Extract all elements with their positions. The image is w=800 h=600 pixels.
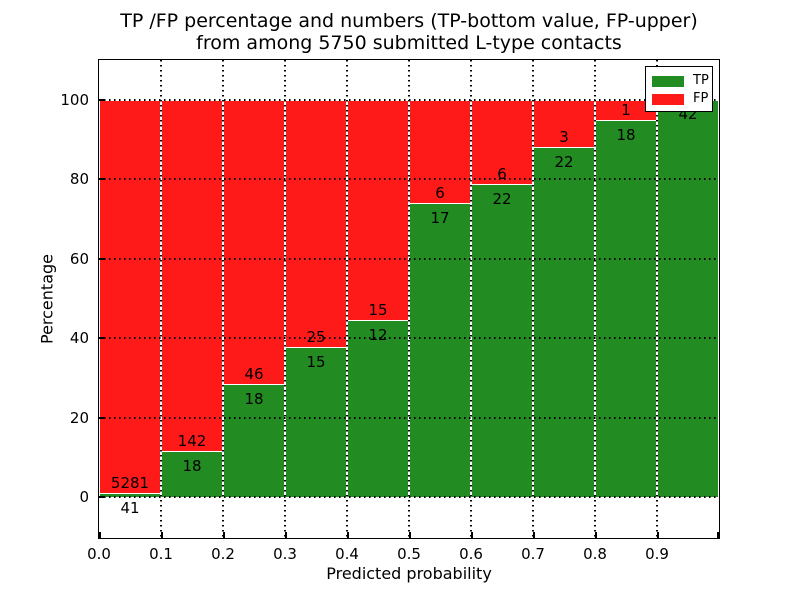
chart-title: TP /FP percentage and numbers (TP-bottom… (99, 10, 719, 54)
x-tick-label-0.2: 0.2 (211, 545, 235, 563)
x-tick-label-0.7: 0.7 (521, 545, 545, 563)
bar-segment-tp-0.4-0.5 (347, 320, 409, 497)
tp-legend-swatch (652, 75, 684, 87)
fp-count-label-0.4-0.5: 15 (368, 300, 388, 319)
tp-count-label-0.8-0.9: 18 (616, 125, 636, 144)
bar-segment-tp-0.0-0.1 (99, 493, 161, 497)
y-tickmark-60 (99, 257, 105, 260)
tp-count-label-0.4-0.5: 12 (368, 325, 388, 344)
bar-segment-fp-0.3-0.4 (285, 100, 347, 349)
fp-legend-swatch (652, 93, 684, 105)
tp-legend-label: TP (693, 73, 709, 88)
x-tickmark-2 (223, 532, 225, 538)
x-tickmark-1 (161, 532, 163, 538)
x-tick-label-0.0: 0.0 (87, 545, 111, 563)
x-tick-label-0.3: 0.3 (273, 545, 297, 563)
x-axis-label: Predicted probability (326, 564, 492, 583)
fp-count-label-0.3-0.4: 25 (306, 328, 326, 347)
fp-count-label-0.5-0.6: 6 (435, 183, 445, 202)
x-tick-label-0.5: 0.5 (397, 545, 421, 563)
y-tickmark-20 (99, 416, 105, 419)
x-tickmark-5 (409, 532, 411, 538)
y-tick-label-40: 40 (69, 329, 89, 348)
legend-entry-tp: TP (652, 72, 709, 90)
bar-segment-tp-0.6-0.7 (471, 185, 533, 497)
tp-count-label-0.7-0.8: 22 (554, 152, 574, 171)
fp-count-label-0.2-0.3: 46 (244, 365, 264, 384)
y-tick-label-80: 80 (69, 170, 89, 189)
x-tick-label-0.1: 0.1 (149, 545, 173, 563)
y-tickmark-0 (99, 496, 105, 498)
bar-segment-tp-0.9-1.0 (657, 100, 719, 497)
x-tickmark-7 (533, 532, 535, 538)
tp-count-label-0.3-0.4: 15 (306, 353, 326, 372)
y-tick-label-60: 60 (69, 249, 89, 268)
bar-segment-tp-0.3-0.4 (285, 348, 347, 497)
y-tickmark-100 (99, 99, 105, 101)
legend-entry-fp: FP (652, 90, 709, 108)
y-tickmark-80 (99, 178, 105, 181)
x-tickmark-4 (347, 532, 349, 538)
tp-count-label-0.6-0.7: 22 (492, 190, 512, 209)
bar-segment-fp-0.4-0.5 (347, 100, 409, 321)
x-tick-label-0.4: 0.4 (335, 545, 359, 563)
x-tickmark-3 (285, 532, 287, 538)
x-tick-label-0.8: 0.8 (583, 545, 607, 563)
fp-count-label-0.6-0.7: 6 (497, 165, 507, 184)
x-tick-label-0.6: 0.6 (459, 545, 483, 563)
fp-count-label-0.7-0.8: 3 (559, 127, 569, 146)
bar-segment-fp-0.7-0.8 (533, 100, 595, 148)
plot-area: 0 20 40 60 80 100 0.0 0.1 0.2 0.3 0.4 0.5 0.6 0.7 0.8 0… (60, 59, 720, 563)
tp-count-label-0.2-0.3: 18 (244, 390, 264, 409)
y-tick-label-20: 20 (69, 408, 89, 427)
x-tickmark-9 (657, 532, 659, 538)
fp-count-label-0.8-0.9: 1 (621, 100, 631, 119)
x-tickmark-0 (99, 532, 101, 538)
tp-count-label-0.5-0.6: 17 (430, 208, 450, 227)
fp-count-label-0.0-0.1: 5281 (110, 473, 150, 492)
fp-legend-label: FP (693, 91, 709, 106)
y-tickmark-40 (99, 337, 105, 340)
y-tick-label-0: 0 (79, 488, 89, 506)
x-tick-label-0.9: 0.9 (645, 545, 669, 563)
legend: TP FP (645, 66, 713, 112)
bar-segment-tp-0.7-0.8 (533, 147, 595, 497)
fp-count-label-0.1-0.2: 142 (177, 432, 207, 451)
tp-count-label-0.0-0.1: 41 (120, 498, 140, 517)
x-tickmark-8 (595, 532, 597, 538)
chart-title-line2: from among 5750 submitted L-type contact… (196, 32, 622, 54)
bar-segment-tp-0.8-0.9 (595, 120, 657, 497)
tp-count-label-0.1-0.2: 18 (182, 457, 202, 476)
chart-title-line1: TP /FP percentage and numbers (TP-bottom… (120, 10, 698, 32)
x-tickmark-10 (717, 532, 719, 538)
y-tick-label-100: 100 (60, 91, 89, 109)
bar-segment-tp-0.5-0.6 (409, 203, 471, 497)
x-tickmark-6 (471, 532, 473, 538)
